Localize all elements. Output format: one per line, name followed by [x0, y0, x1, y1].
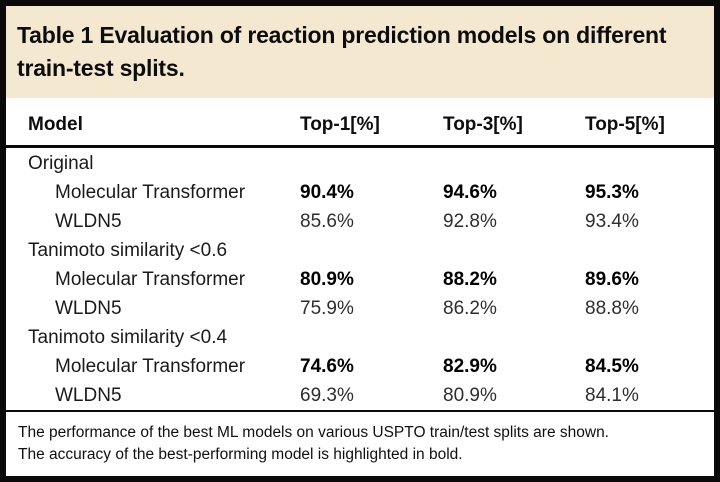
- top3-cell: 88.2%: [443, 269, 497, 290]
- top3-cell: 80.9%: [443, 385, 497, 406]
- footnote-divider: [6, 410, 714, 412]
- table-title-line-2: train-test splits.: [17, 55, 185, 81]
- top5-cell: 93.4%: [585, 211, 639, 232]
- table-title-line-1: Table 1 Evaluation of reaction predictio…: [17, 22, 667, 48]
- model-name-cell: WLDN5: [55, 298, 122, 319]
- col-header-top5: Top-5[%]: [585, 114, 665, 135]
- top5-cell: 84.5%: [585, 356, 639, 377]
- top3-cell: 86.2%: [443, 298, 497, 319]
- table-row: WLDN5 69.3% 80.9% 84.1%: [6, 381, 714, 410]
- table-row: WLDN5 75.9% 86.2% 88.8%: [6, 294, 714, 323]
- group-label: Tanimoto similarity <0.6: [28, 240, 228, 261]
- footnote-line-1: The performance of the best ML models on…: [18, 424, 609, 441]
- table-row: WLDN5 85.6% 92.8% 93.4%: [6, 207, 714, 236]
- model-name-cell: WLDN5: [55, 385, 122, 406]
- col-header-model: Model: [28, 114, 83, 135]
- col-header-top1: Top-1[%]: [300, 114, 380, 135]
- model-name-cell: Molecular Transformer: [55, 182, 246, 203]
- top5-cell: 89.6%: [585, 269, 639, 290]
- table-row: Molecular Transformer 90.4% 94.6% 95.3%: [6, 178, 714, 207]
- table-group-row: Tanimoto similarity <0.4: [6, 323, 714, 352]
- model-name-cell: Molecular Transformer: [55, 269, 246, 290]
- top5-cell: 84.1%: [585, 385, 639, 406]
- table-header-row: Model Top-1[%] Top-3[%] Top-5[%]: [6, 98, 714, 145]
- group-label: Tanimoto similarity <0.4: [28, 327, 228, 348]
- table-row: Molecular Transformer 74.6% 82.9% 84.5%: [6, 352, 714, 381]
- table-group-row: Original: [6, 149, 714, 178]
- top3-cell: 94.6%: [443, 182, 497, 203]
- top1-cell: 80.9%: [300, 269, 354, 290]
- top1-cell: 75.9%: [300, 298, 354, 319]
- top1-cell: 90.4%: [300, 182, 354, 203]
- model-name-cell: WLDN5: [55, 211, 122, 232]
- top5-cell: 95.3%: [585, 182, 639, 203]
- top1-cell: 69.3%: [300, 385, 354, 406]
- table-row: Molecular Transformer 80.9% 88.2% 89.6%: [6, 265, 714, 294]
- col-header-top3: Top-3[%]: [443, 114, 523, 135]
- header-divider: [6, 145, 714, 148]
- group-label: Original: [28, 153, 94, 174]
- table-caption-banner: Table 1 Evaluation of reaction predictio…: [6, 6, 714, 98]
- footnote-line-2: The accuracy of the best-performing mode…: [18, 446, 463, 463]
- table-footnote: The performance of the best ML models on…: [6, 412, 714, 466]
- top3-cell: 82.9%: [443, 356, 497, 377]
- top3-cell: 92.8%: [443, 211, 497, 232]
- top1-cell: 74.6%: [300, 356, 354, 377]
- table-group-row: Tanimoto similarity <0.6: [6, 236, 714, 265]
- table-body: Original Molecular Transformer 90.4% 94.…: [6, 148, 714, 410]
- top5-cell: 88.8%: [585, 298, 639, 319]
- top1-cell: 85.6%: [300, 211, 354, 232]
- model-name-cell: Molecular Transformer: [55, 356, 246, 377]
